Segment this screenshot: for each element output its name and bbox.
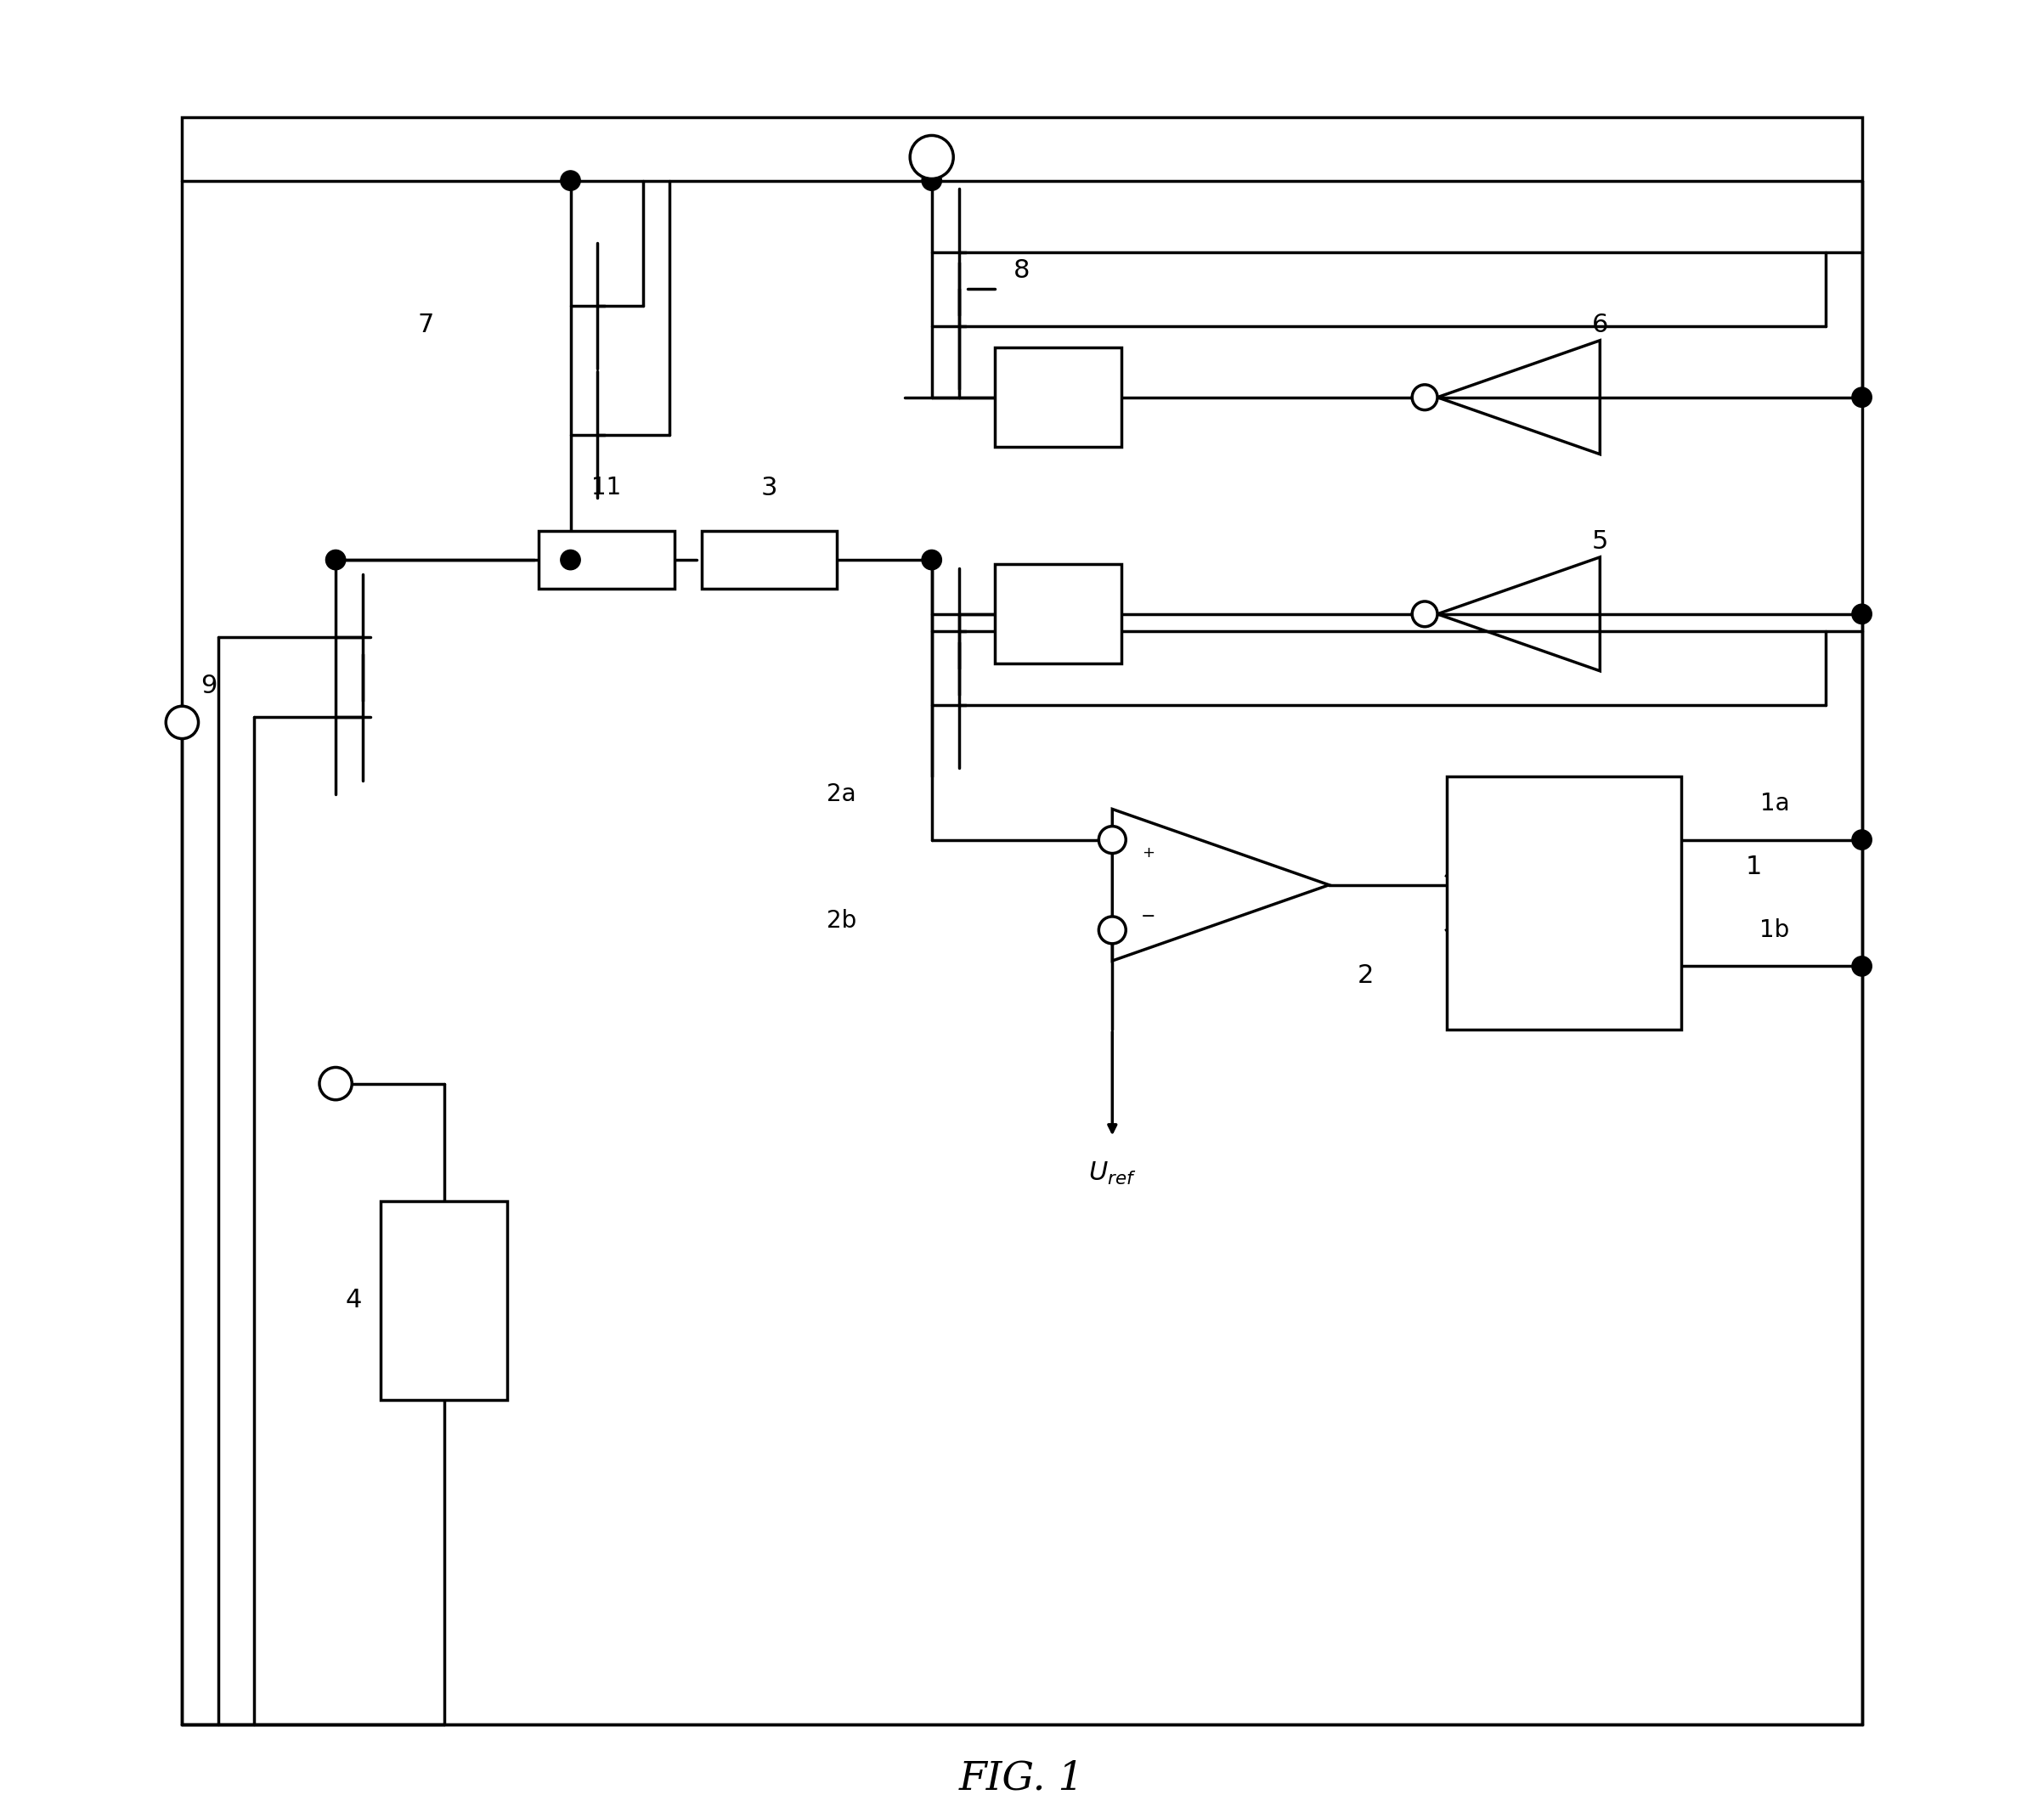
Bar	[1447, 777, 1682, 1029]
Text: 4: 4	[345, 1288, 362, 1313]
Text: 1: 1	[1746, 854, 1762, 880]
Text: 1b: 1b	[1760, 917, 1791, 943]
Circle shape	[560, 172, 580, 191]
Bar	[701, 531, 836, 589]
Text: +: +	[1143, 845, 1155, 861]
Text: $\overline{Q}$: $\overline{Q}$	[1580, 950, 1602, 982]
Text: 2: 2	[1357, 963, 1374, 988]
Text: −: −	[1141, 908, 1155, 925]
Text: 8: 8	[1014, 258, 1030, 284]
Bar	[540, 531, 675, 589]
Text: 5: 5	[1592, 529, 1609, 554]
Text: 2a: 2a	[826, 782, 856, 807]
Circle shape	[325, 551, 345, 571]
Circle shape	[560, 551, 580, 571]
Circle shape	[922, 172, 942, 191]
Circle shape	[1852, 388, 1872, 408]
Bar	[995, 565, 1122, 665]
Circle shape	[1412, 385, 1437, 410]
Text: Q: Q	[1580, 827, 1600, 852]
Text: 11: 11	[591, 475, 621, 500]
Text: 1a: 1a	[1760, 791, 1791, 816]
Circle shape	[910, 135, 953, 179]
Text: 6: 6	[1592, 312, 1609, 338]
Bar	[182, 117, 1862, 1725]
Bar	[995, 349, 1122, 448]
Circle shape	[1100, 827, 1126, 854]
Text: 7: 7	[417, 312, 433, 338]
Text: FIG. 1: FIG. 1	[959, 1759, 1085, 1799]
Circle shape	[1100, 917, 1126, 945]
Circle shape	[1412, 601, 1437, 627]
Circle shape	[1852, 831, 1872, 851]
Circle shape	[1852, 957, 1872, 977]
Text: 2b: 2b	[826, 908, 856, 934]
Circle shape	[922, 551, 942, 571]
Circle shape	[1852, 605, 1872, 625]
Text: 3: 3	[760, 475, 777, 500]
Circle shape	[319, 1067, 352, 1100]
Bar	[380, 1201, 507, 1400]
Text: $U_{ref}$: $U_{ref}$	[1087, 1161, 1136, 1187]
Circle shape	[166, 706, 198, 739]
Text: 9: 9	[200, 674, 217, 699]
Text: 10: 10	[1006, 638, 1038, 663]
